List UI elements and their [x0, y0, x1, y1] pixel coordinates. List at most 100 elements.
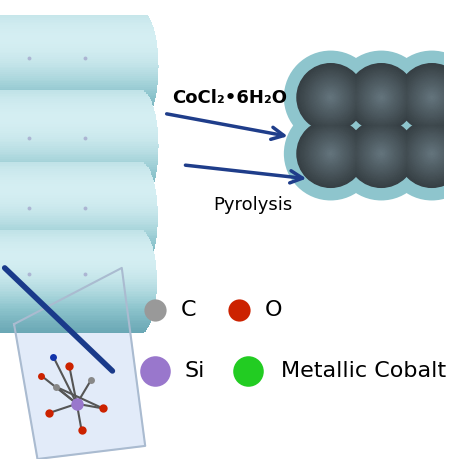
Polygon shape	[133, 236, 148, 237]
Circle shape	[350, 66, 413, 129]
Circle shape	[407, 73, 456, 122]
Polygon shape	[0, 55, 158, 57]
Polygon shape	[0, 118, 156, 120]
Polygon shape	[129, 175, 152, 176]
Polygon shape	[0, 292, 156, 294]
Polygon shape	[0, 16, 149, 18]
Circle shape	[335, 107, 428, 201]
Polygon shape	[0, 80, 158, 82]
Polygon shape	[132, 96, 149, 98]
Polygon shape	[0, 89, 157, 91]
Polygon shape	[0, 217, 158, 218]
Circle shape	[308, 131, 353, 176]
Polygon shape	[0, 146, 158, 148]
Polygon shape	[0, 104, 154, 106]
Circle shape	[422, 144, 442, 164]
Polygon shape	[125, 174, 156, 176]
Polygon shape	[0, 107, 154, 109]
Polygon shape	[0, 61, 158, 63]
Polygon shape	[123, 68, 158, 70]
Polygon shape	[0, 182, 154, 183]
Circle shape	[414, 136, 450, 172]
Polygon shape	[128, 108, 153, 109]
Circle shape	[310, 133, 351, 174]
Circle shape	[420, 142, 443, 165]
Polygon shape	[124, 46, 157, 48]
Polygon shape	[0, 244, 152, 246]
Polygon shape	[129, 244, 152, 246]
Circle shape	[385, 51, 474, 144]
Polygon shape	[124, 291, 157, 292]
Polygon shape	[128, 315, 153, 316]
Polygon shape	[0, 23, 153, 25]
Polygon shape	[0, 176, 155, 178]
Circle shape	[404, 69, 460, 126]
Polygon shape	[0, 258, 151, 260]
Polygon shape	[123, 128, 157, 129]
Polygon shape	[0, 244, 155, 246]
Circle shape	[324, 91, 337, 104]
Polygon shape	[0, 299, 156, 301]
Circle shape	[325, 92, 337, 103]
Polygon shape	[0, 201, 144, 202]
Polygon shape	[123, 163, 157, 165]
Circle shape	[417, 83, 447, 112]
Polygon shape	[0, 306, 155, 308]
Polygon shape	[126, 97, 155, 98]
Circle shape	[429, 151, 434, 156]
Polygon shape	[124, 196, 157, 198]
Polygon shape	[127, 102, 154, 104]
Circle shape	[328, 151, 333, 156]
Circle shape	[431, 96, 433, 99]
Polygon shape	[0, 285, 157, 287]
Polygon shape	[0, 128, 157, 129]
Polygon shape	[0, 180, 154, 182]
Circle shape	[365, 82, 397, 113]
Polygon shape	[126, 304, 155, 306]
Polygon shape	[0, 46, 157, 48]
Polygon shape	[123, 211, 158, 213]
Circle shape	[319, 86, 342, 109]
Polygon shape	[0, 10, 144, 12]
Circle shape	[304, 127, 358, 181]
Polygon shape	[123, 57, 158, 59]
Circle shape	[428, 150, 435, 157]
Polygon shape	[134, 328, 147, 330]
Polygon shape	[128, 316, 153, 318]
Polygon shape	[0, 35, 155, 36]
Polygon shape	[0, 66, 158, 68]
Polygon shape	[130, 111, 151, 113]
Polygon shape	[0, 98, 155, 100]
Polygon shape	[0, 315, 153, 316]
Polygon shape	[0, 106, 153, 108]
Polygon shape	[0, 54, 158, 55]
Polygon shape	[123, 226, 158, 227]
Polygon shape	[0, 117, 148, 119]
Polygon shape	[125, 116, 156, 118]
Polygon shape	[0, 155, 158, 157]
Polygon shape	[123, 206, 158, 207]
Circle shape	[378, 94, 384, 101]
Circle shape	[325, 148, 337, 159]
Circle shape	[313, 80, 349, 115]
Polygon shape	[124, 233, 157, 235]
Polygon shape	[0, 230, 144, 232]
Circle shape	[365, 138, 397, 169]
Circle shape	[367, 139, 396, 168]
Polygon shape	[0, 120, 156, 122]
Polygon shape	[125, 242, 156, 244]
Polygon shape	[0, 323, 150, 325]
Polygon shape	[123, 48, 157, 50]
Polygon shape	[133, 94, 148, 96]
Polygon shape	[125, 195, 156, 196]
Polygon shape	[131, 113, 150, 115]
Polygon shape	[123, 55, 158, 57]
Circle shape	[302, 126, 359, 182]
Polygon shape	[0, 262, 150, 264]
Polygon shape	[0, 211, 158, 213]
Polygon shape	[137, 90, 144, 92]
Polygon shape	[125, 299, 156, 301]
Circle shape	[363, 80, 399, 115]
Polygon shape	[128, 180, 154, 182]
Polygon shape	[0, 121, 144, 123]
